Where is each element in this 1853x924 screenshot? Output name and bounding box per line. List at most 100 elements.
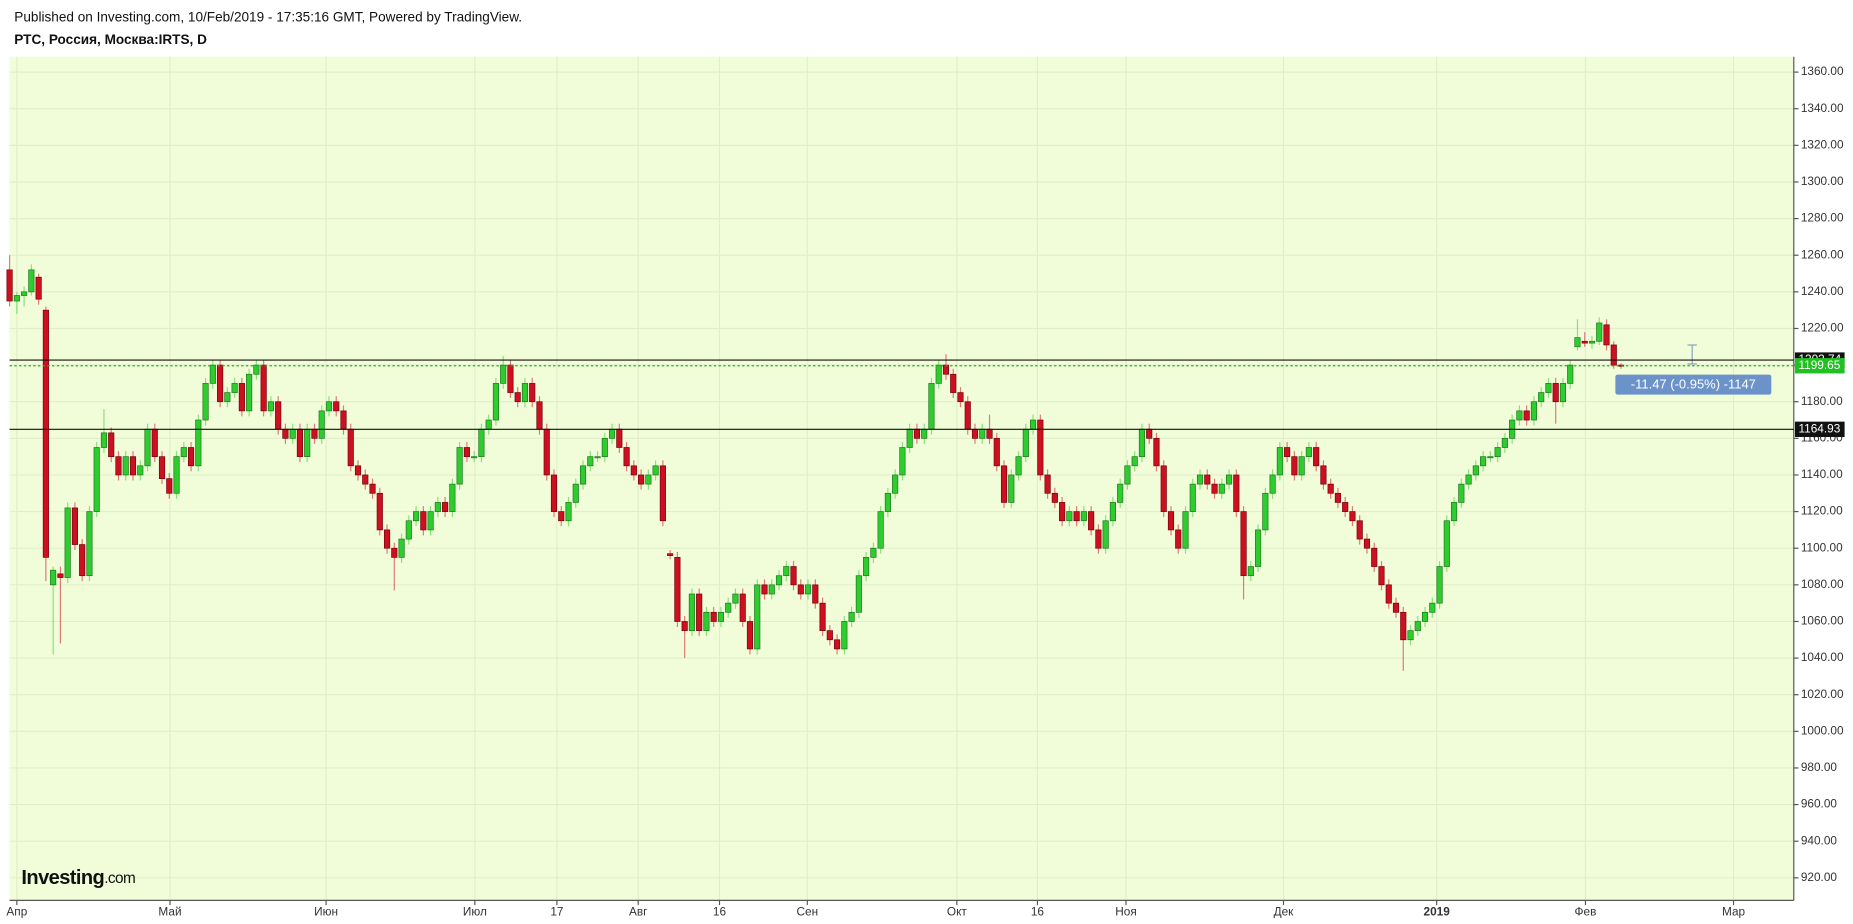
candle-body <box>202 383 209 421</box>
candle-body <box>877 511 884 549</box>
candle-body <box>761 584 768 595</box>
candle-body <box>405 520 412 540</box>
candle-body <box>100 432 108 448</box>
candle-body <box>333 401 340 412</box>
candle-body <box>616 428 623 448</box>
grid <box>9 56 1794 901</box>
candle-body <box>1059 502 1066 522</box>
candle-body <box>463 447 470 458</box>
candle-body <box>1349 511 1356 522</box>
candle-body <box>1008 474 1015 503</box>
candle-body <box>783 566 790 577</box>
x-tick-label: Июл <box>463 904 487 918</box>
candle-body <box>1138 428 1146 458</box>
candle-body <box>594 456 601 459</box>
candle-body <box>732 593 739 604</box>
x-tick-label: Авг <box>629 904 647 918</box>
level-label-box <box>1794 421 1845 437</box>
candle-body <box>347 428 354 467</box>
candle-body <box>608 428 616 439</box>
candle-body <box>1356 520 1363 540</box>
x-tick-label: Июн <box>314 904 338 918</box>
candle-body <box>834 639 841 650</box>
candle-body <box>1080 511 1087 522</box>
last-price-label: 1199.65 <box>1799 358 1841 372</box>
candle-body <box>50 569 57 586</box>
candle-body <box>1313 447 1320 467</box>
candle-body <box>492 383 499 421</box>
candle-body <box>275 401 282 430</box>
candle-body <box>1284 447 1291 458</box>
candle-body <box>1588 340 1596 344</box>
candle-body <box>1443 520 1450 567</box>
candle-body <box>449 483 456 512</box>
logo-suffix: .com <box>104 870 135 887</box>
candle-body <box>870 547 877 558</box>
candle-body <box>804 584 812 595</box>
candle-body <box>398 538 405 558</box>
candle-body <box>1175 529 1182 549</box>
candle-body <box>1189 483 1196 512</box>
candle-body <box>1574 337 1581 348</box>
candle-body <box>848 611 855 622</box>
candle-body <box>913 428 921 439</box>
candle-body <box>1465 474 1472 485</box>
candle-body <box>529 383 536 403</box>
change-annotation: -11.47 (-0.95%) -1147 <box>1631 377 1756 392</box>
x-tick-label: Дек <box>1274 904 1295 918</box>
candle-body <box>289 428 296 439</box>
candle-body <box>543 428 550 476</box>
y-tick-label: 1060.00 <box>1801 614 1844 628</box>
measure-icon <box>1687 344 1697 365</box>
candle-body <box>688 593 695 631</box>
candle-body <box>1182 511 1189 549</box>
candle-body <box>1327 483 1334 494</box>
candle-body <box>238 383 245 412</box>
candle-body <box>115 456 122 476</box>
candle-body <box>623 447 630 467</box>
candle-body <box>993 437 1000 467</box>
candle-body <box>21 291 28 296</box>
x-tick-label: 17 <box>550 904 563 918</box>
candle-body <box>1269 474 1276 494</box>
candle-body <box>1291 456 1298 476</box>
x-tick-label: Фев <box>1575 904 1597 918</box>
candle-body <box>550 474 558 512</box>
candle-body <box>318 410 325 439</box>
y-tick-label: 1300.00 <box>1801 174 1844 188</box>
y-tick-label: 1320.00 <box>1801 137 1844 151</box>
candle-body <box>797 584 804 595</box>
y-tick-label: 980.00 <box>1801 760 1838 774</box>
candle-body <box>35 276 42 300</box>
candle-body <box>1167 511 1175 531</box>
candle-body <box>500 364 507 384</box>
candle-body <box>1559 383 1567 403</box>
candle-body <box>325 401 333 412</box>
y-tick-label: 1040.00 <box>1801 650 1844 664</box>
candle-body <box>696 593 703 631</box>
x-tick-label: Сен <box>797 904 819 918</box>
candle-body <box>42 309 49 558</box>
y-tick-label: 1120.00 <box>1801 504 1843 518</box>
candle-body <box>1255 529 1262 567</box>
candle-body <box>558 511 565 522</box>
candle-body <box>971 428 979 439</box>
candle-body <box>434 502 441 512</box>
candle-body <box>1146 428 1153 439</box>
x-tick-label: Окт <box>947 904 967 918</box>
candle-body <box>137 465 144 476</box>
candle-body <box>427 511 434 531</box>
candle-body <box>217 364 224 403</box>
candle-body <box>1117 483 1124 503</box>
y-tick-label: 960.00 <box>1801 797 1838 811</box>
candle-body <box>1480 456 1487 467</box>
candle-body <box>376 492 383 531</box>
candle-body <box>1538 392 1545 403</box>
candle-body <box>725 602 732 613</box>
candle-body <box>1567 364 1574 384</box>
candle-body <box>158 456 166 479</box>
candle-body <box>224 392 231 403</box>
candle-body <box>1494 447 1501 458</box>
candle-body <box>1516 410 1523 421</box>
candle-body <box>1225 474 1233 485</box>
